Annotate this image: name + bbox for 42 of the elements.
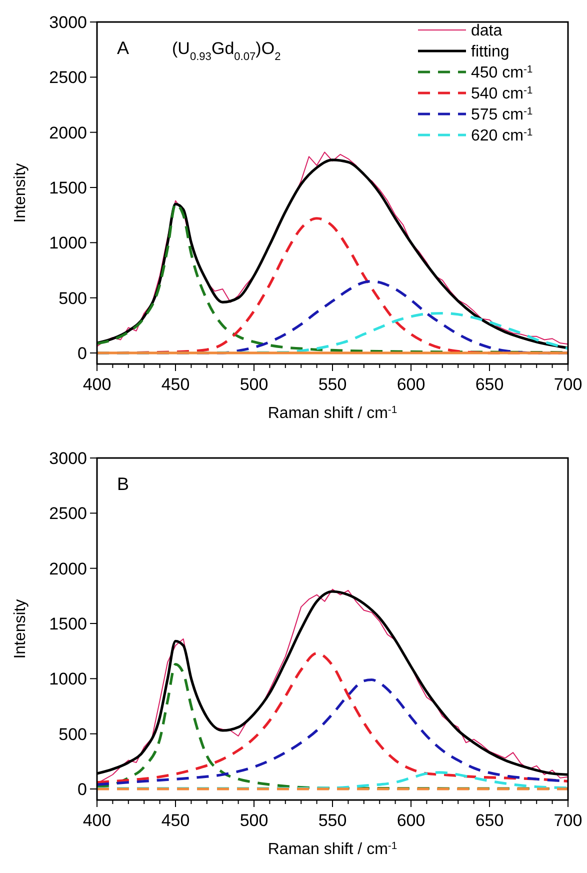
y-tick-label: 2500	[49, 68, 87, 88]
x-tick-label: 500	[240, 811, 268, 830]
x-tick-label: 450	[161, 375, 190, 394]
line-series	[96, 771, 570, 790]
y-tick-label: 1500	[49, 614, 87, 634]
x-tick-label: 550	[318, 811, 347, 830]
annotation: B	[117, 474, 130, 494]
y-tick-label: 1000	[49, 670, 87, 689]
y-tick-label: 500	[58, 724, 87, 744]
x-axis-title: Raman shift / cm$^{-1}$	[268, 404, 398, 422]
legend-label: 620 cm$^{-1}$	[471, 127, 533, 145]
y-tick-label: 0	[78, 780, 87, 799]
x-axis-title: Raman shift / cm$^{-1}$	[268, 840, 398, 858]
legend-label: 540 cm$^{-1}$	[471, 85, 533, 103]
y-axis-title: Intensity	[12, 599, 29, 659]
y-tick-label: 1000	[49, 234, 87, 253]
legend-label: data	[471, 22, 502, 40]
x-tick-label: 650	[475, 811, 504, 830]
y-tick-label: 2000	[49, 559, 87, 578]
y-tick-label: 1500	[49, 178, 87, 198]
x-tick-label: 650	[475, 375, 504, 394]
y-tick-label: 500	[58, 288, 87, 308]
legend-label: 575 cm$^{-1}$	[471, 106, 533, 124]
y-axis-title: Intensity	[12, 163, 29, 223]
legend-label: 450 cm$^{-1}$	[471, 64, 533, 82]
x-tick-label: 500	[240, 375, 268, 394]
y-tick-label: 0	[78, 344, 87, 363]
annotation: A	[117, 38, 130, 58]
x-tick-label: 400	[82, 811, 112, 830]
x-tick-label: 400	[82, 375, 112, 394]
x-tick-label: 700	[554, 375, 582, 394]
x-tick-label: 450	[161, 811, 190, 830]
y-tick-label: 2000	[49, 123, 87, 142]
x-tick-label: 700	[554, 811, 582, 830]
x-tick-label: 550	[318, 375, 347, 394]
legend-label: fitting	[471, 44, 510, 61]
y-tick-label: 2500	[49, 504, 87, 524]
y-tick-label: 3000	[49, 448, 87, 468]
y-tick-label: 3000	[49, 12, 87, 32]
x-tick-label: 600	[396, 811, 426, 830]
x-tick-label: 600	[396, 375, 426, 394]
annotation: (U$_{0.93}$Gd$_{0.07}$)O$_{2}$	[172, 39, 281, 63]
